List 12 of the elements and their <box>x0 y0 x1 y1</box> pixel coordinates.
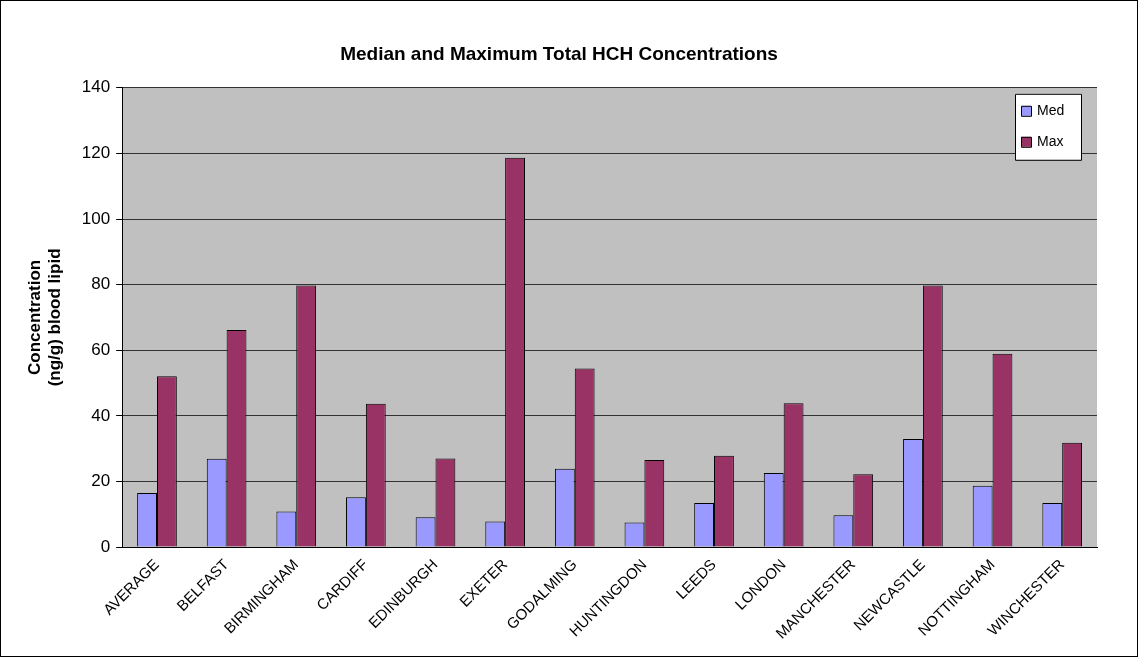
y-tick-label: 80 <box>91 274 111 294</box>
y-tick-label: 100 <box>81 208 111 228</box>
chart-title: Median and Maximum Total HCH Concentrations <box>340 42 778 64</box>
y-tick-label: 140 <box>81 77 111 97</box>
y-tick-label: 0 <box>100 536 111 556</box>
y-tick-label: 60 <box>91 339 111 359</box>
legend-label: Med <box>1037 101 1065 118</box>
legend-label: Max <box>1037 132 1064 149</box>
y-tick-label: 40 <box>91 405 111 425</box>
y-tick-label: 120 <box>81 143 111 163</box>
y-tick-label: 20 <box>91 471 111 491</box>
y-axis-title: Concentration (ng/g) blood lipid <box>24 248 65 387</box>
